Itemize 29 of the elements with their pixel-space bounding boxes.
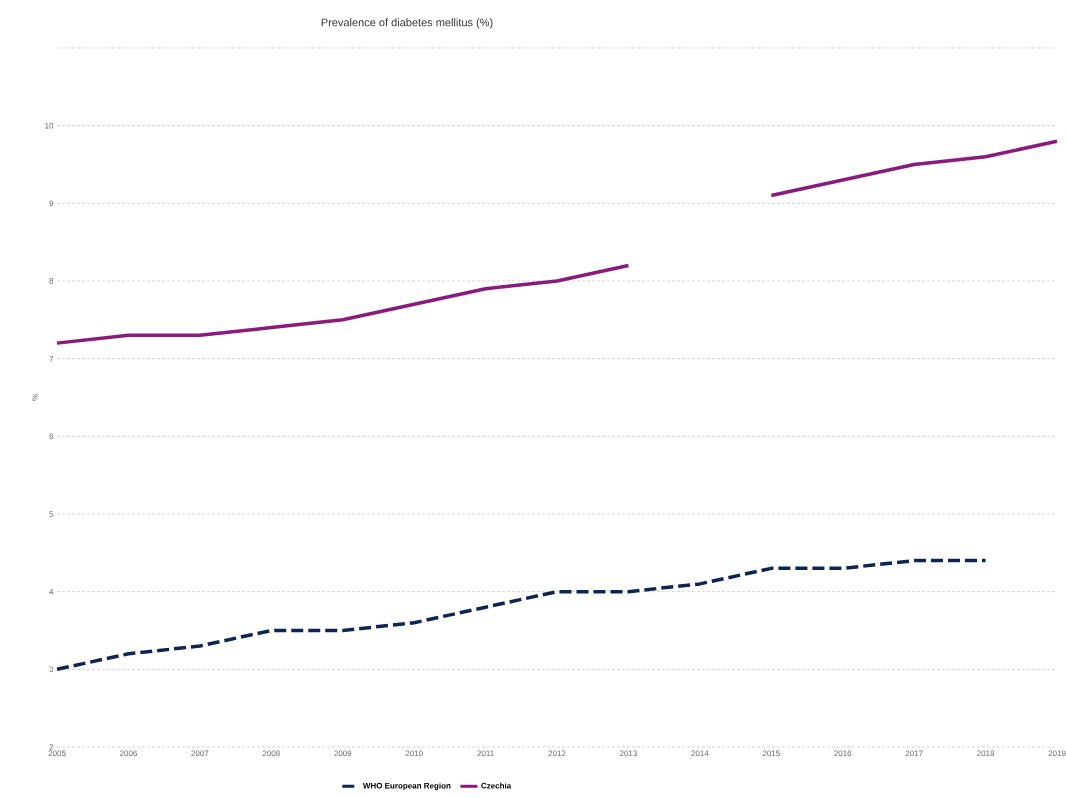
y-tick-label: 8: [49, 278, 54, 284]
x-tick-label: 2018: [977, 750, 995, 757]
x-tick-label: 2016: [834, 750, 852, 757]
line-series: [55, 558, 988, 672]
x-tick-label: 2017: [905, 750, 923, 757]
x-tick-label: 2008: [262, 750, 280, 757]
x-tick-label: 2010: [405, 750, 423, 757]
chart-title: Prevalence of diabetes mellitus (%): [321, 18, 493, 29]
legend-label: WHO European Region: [362, 782, 451, 791]
x-tick-label: 2019: [1048, 750, 1066, 757]
x-tick-label: 2007: [191, 750, 209, 757]
y-axis-title: %: [32, 394, 38, 401]
legend-label: Czechia: [481, 782, 512, 789]
x-tick-label: 2005: [48, 750, 66, 757]
x-tick-label: 2012: [548, 750, 566, 757]
x-tick-label: 2013: [619, 750, 637, 757]
y-tick-label: 2: [49, 744, 54, 750]
y-tick-label: 6: [49, 433, 54, 440]
y-tick-label: 4: [49, 588, 54, 595]
y-tick-label: 10: [45, 122, 54, 129]
y-tick-label: 7: [49, 355, 54, 362]
x-tick-label: 2015: [762, 750, 780, 757]
x-tick-label: 2014: [691, 750, 709, 757]
x-tick-label: 2009: [334, 750, 352, 757]
x-tick-label: 2006: [119, 750, 137, 757]
y-tick-label: 5: [49, 511, 54, 517]
x-tick-label: 2011: [477, 750, 494, 757]
y-tick-label: 9: [49, 200, 54, 207]
y-tick-label: 3: [49, 666, 54, 673]
